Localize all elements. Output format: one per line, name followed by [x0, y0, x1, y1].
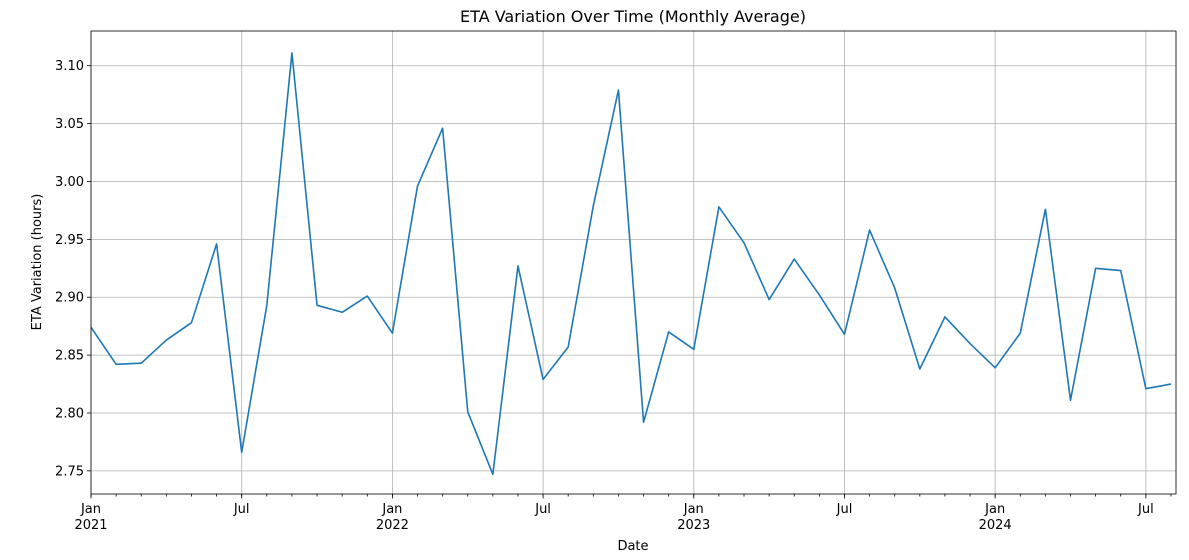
- y-tick-label: 2.85: [55, 349, 84, 364]
- x-tick-label: Jul: [534, 502, 551, 517]
- y-tick-label: 3.00: [55, 175, 84, 190]
- chart-title: ETA Variation Over Time (Monthly Average…: [460, 7, 806, 26]
- y-tick-label: 2.75: [55, 464, 84, 479]
- x-tick-year-label: 2023: [677, 518, 710, 533]
- x-tick-label: Jul: [836, 502, 853, 517]
- y-tick-label: 2.90: [55, 291, 84, 306]
- x-tick-year-label: 2022: [376, 518, 409, 533]
- x-tick-year-label: 2021: [74, 518, 107, 533]
- y-axis-label: ETA Variation (hours): [30, 194, 45, 331]
- x-tick-label: Jan: [80, 502, 101, 517]
- series-line: [91, 52, 1172, 476]
- x-axis-label: Date: [617, 539, 648, 554]
- x-tick-label: Jan: [984, 502, 1005, 517]
- y-tick-label: 2.80: [55, 406, 84, 421]
- x-tick-label: Jan: [683, 502, 704, 517]
- series-layer: [91, 52, 1172, 476]
- y-tick-label: 3.05: [55, 117, 84, 132]
- y-axis: 2.75 2.80 2.85 2.90 2.95 3.00 3.05 3.10: [55, 59, 91, 479]
- x-tick-label: Jul: [233, 502, 250, 517]
- x-tick-year-label: 2024: [979, 518, 1012, 533]
- y-tick-label: 2.95: [55, 233, 84, 248]
- grid-layer: [90, 31, 1176, 494]
- x-tick-label: Jan: [381, 502, 402, 517]
- x-tick-label: Jul: [1137, 502, 1154, 517]
- y-tick-label: 3.10: [55, 59, 84, 74]
- plot-frame: [90, 30, 1177, 495]
